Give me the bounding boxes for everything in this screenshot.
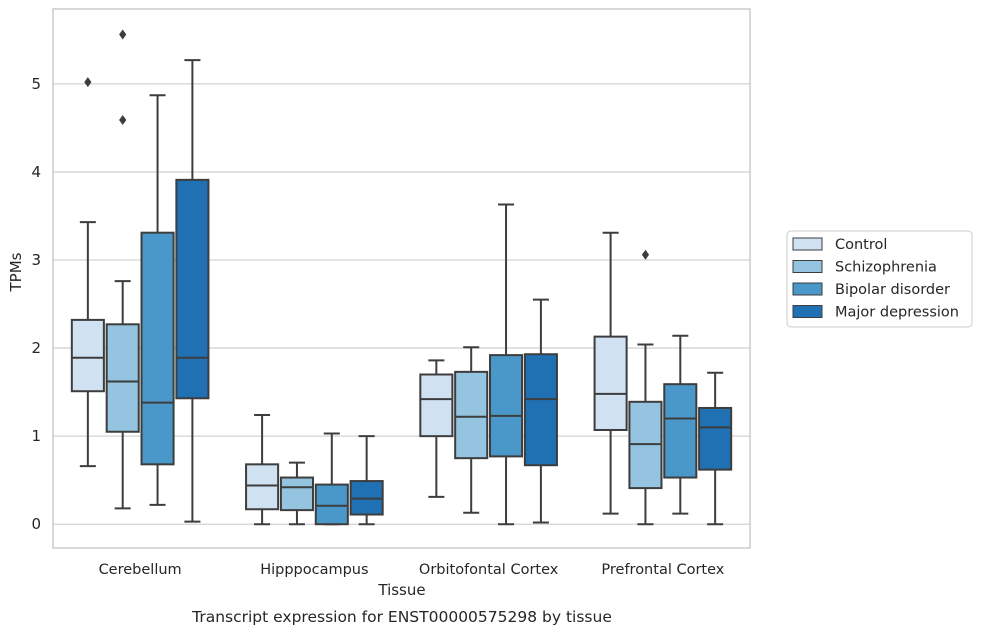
box-bipolar-disorder xyxy=(489,203,524,526)
box-iqr xyxy=(454,370,489,460)
box-major-depression xyxy=(349,435,384,526)
outlier-point xyxy=(119,29,127,40)
box-iqr xyxy=(245,463,280,511)
box-major-depression xyxy=(698,371,733,526)
x-tick-label: Prefrontal Cortex xyxy=(601,562,724,578)
box-iqr xyxy=(175,178,210,400)
plot-frame xyxy=(52,8,751,549)
box-iqr xyxy=(489,354,524,458)
legend-frame xyxy=(786,230,973,328)
box-iqr xyxy=(140,231,175,466)
box-bipolar-disorder xyxy=(140,94,175,506)
x-tick-label: Hipppocampus xyxy=(260,562,368,578)
box-control xyxy=(593,231,628,515)
box-iqr xyxy=(314,483,349,526)
box-iqr xyxy=(663,383,698,479)
legend-swatch xyxy=(792,282,823,296)
outlier-point xyxy=(641,249,650,260)
y-axis-label: TPMs xyxy=(7,252,25,292)
boxplot-series xyxy=(70,29,733,526)
y-tick-label: 2 xyxy=(31,339,41,357)
legend-label: Major depression xyxy=(835,305,959,321)
legend-swatch xyxy=(792,305,823,318)
legend: Control Schizophrenia Bipolar disorder Majo… xyxy=(786,230,973,328)
box-schizophrenia xyxy=(454,346,489,514)
legend-label: Schizophrenia xyxy=(835,260,937,276)
legend-label: Bipolar disorder xyxy=(835,282,950,298)
box-bipolar-disorder xyxy=(663,334,698,515)
box-major-depression xyxy=(523,298,558,524)
box-iqr xyxy=(105,323,140,433)
box-iqr xyxy=(279,476,314,512)
box-schizophrenia xyxy=(279,461,314,526)
box-schizophrenia xyxy=(628,249,663,526)
box-schizophrenia xyxy=(105,29,140,510)
legend-swatch xyxy=(792,237,823,251)
box-iqr xyxy=(70,318,105,393)
box-iqr xyxy=(593,335,628,431)
chart-caption: Transcript expression for ENST0000057529… xyxy=(191,608,612,626)
box-iqr xyxy=(523,353,558,467)
x-tick-labels: Cerebellum Hipppocampus Orbitofontal Corte… xyxy=(99,562,725,578)
y-tick-label: 5 xyxy=(31,75,41,93)
box-bipolar-disorder xyxy=(314,432,349,526)
y-tick-label: 4 xyxy=(31,163,41,181)
x-axis-label: Tissue xyxy=(377,581,425,599)
box-control xyxy=(419,359,454,498)
box-iqr xyxy=(698,406,733,471)
y-tick-label: 0 xyxy=(31,515,41,533)
legend-label: Control xyxy=(835,237,887,253)
y-tick-label: 3 xyxy=(31,251,41,269)
box-control xyxy=(70,77,105,468)
x-tick-label: Cerebellum xyxy=(99,562,182,578)
box-major-depression xyxy=(175,59,210,523)
box-control xyxy=(245,414,280,526)
outlier-point xyxy=(119,114,127,125)
y-tick-labels: 0 1 2 3 4 5 xyxy=(31,75,41,533)
legend-swatch xyxy=(792,260,823,273)
y-tick-label: 1 xyxy=(31,427,41,445)
x-tick-label: Orbitofontal Cortex xyxy=(419,562,559,578)
outlier-point xyxy=(84,77,92,88)
box-iqr xyxy=(419,373,454,438)
